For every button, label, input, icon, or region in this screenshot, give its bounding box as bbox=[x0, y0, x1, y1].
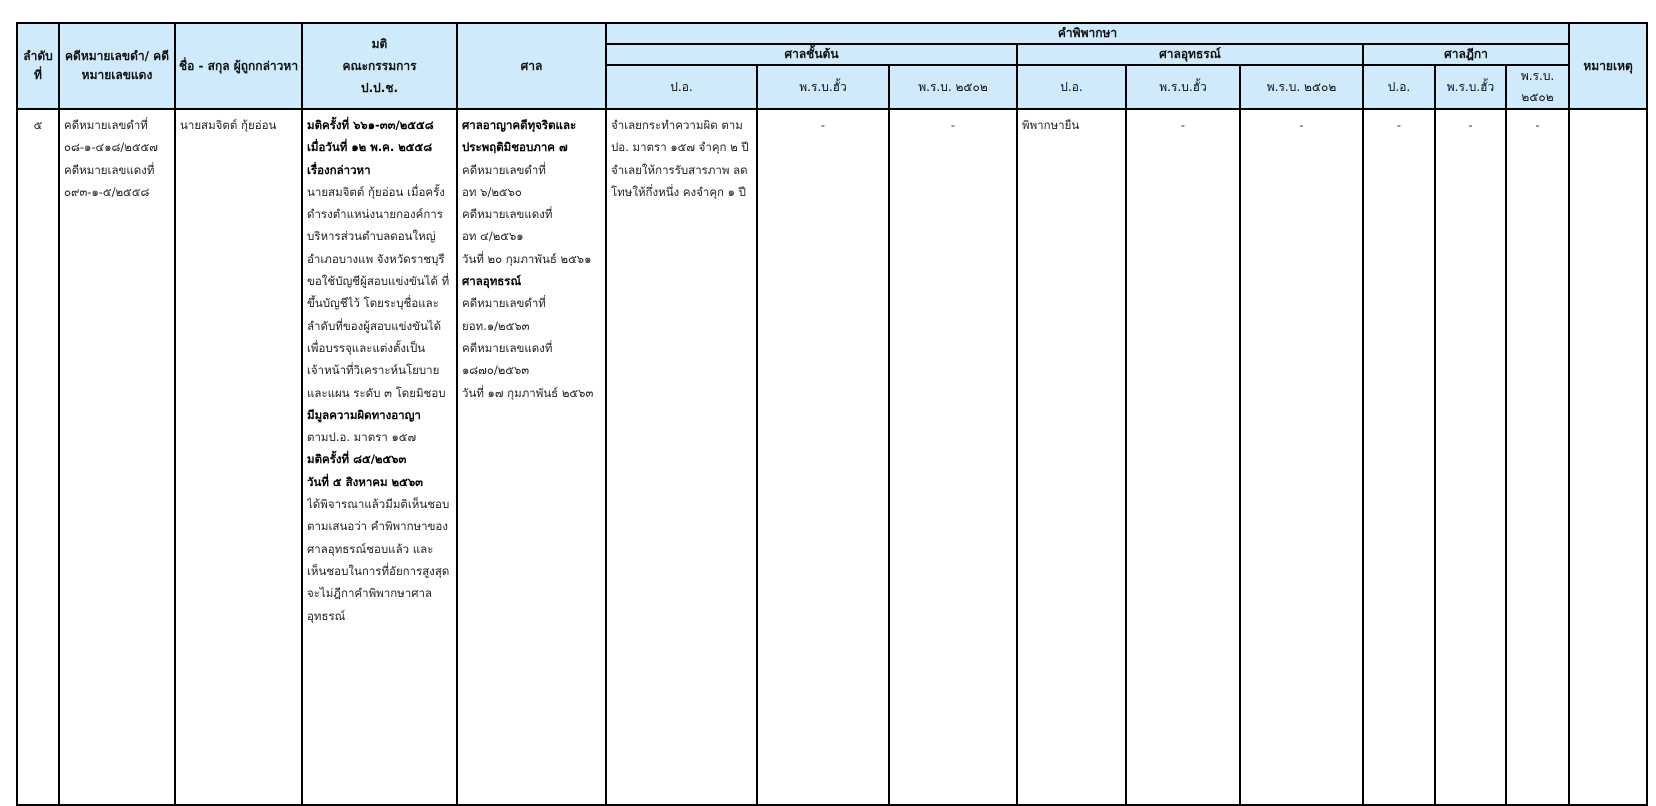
text-line: บริหารส่วนตำบลดอนใหญ่ bbox=[307, 229, 436, 244]
text-line: และแผน ระดับ ๓ โดยมิชอบ bbox=[307, 385, 446, 400]
header-remark: หมายเหตุ bbox=[1568, 22, 1649, 110]
text-line: ตามเสนอว่า คำพิพากษาของ bbox=[307, 519, 448, 534]
text-line: มติครั้งที่ ๘๕/๒๕๖๓ bbox=[307, 452, 407, 467]
value-text: - bbox=[1396, 118, 1402, 132]
text-line: มติครั้งที่ ๖๖๑-๓๓/๒๕๕๘ bbox=[307, 118, 434, 132]
header-sub-2502: พ.ร.บ. ๒๕๐๒ bbox=[1239, 64, 1364, 110]
text-line: จะไม่ฎีกาคำพิพากษาศาล bbox=[307, 586, 432, 601]
text-line: เจ้าหน้าที่วิเคราะห์นโยบาย bbox=[307, 363, 440, 378]
text-line: จำเลยกระทำความผิด ตาม bbox=[611, 118, 743, 132]
header-judgment: คำพิพากษา bbox=[604, 22, 1571, 45]
text-line: วันที่ ๕ สิงหาคม ๒๕๖๓ bbox=[307, 474, 424, 489]
header-appeal: ศาลอุทธรณ์ bbox=[1016, 43, 1364, 66]
header-sub-hua: พ.ร.บ.ฮั้ว bbox=[1125, 64, 1241, 110]
cell-first-instance-po: จำเลยกระทำความผิด ตามปอ. มาตรา ๑๕๗ จำคุก… bbox=[605, 108, 758, 806]
cell-appeal-2502: - bbox=[1239, 108, 1364, 806]
header-sub-2502: พ.ร.บ. ๒๕๐๒ bbox=[888, 64, 1018, 110]
text-line: ขึ้นบัญชีไว้ โดยระบุชื่อและ bbox=[307, 296, 439, 311]
header-sub-po: ป.อ. bbox=[1016, 64, 1127, 110]
text-line: คดีหมายเลขดำที่ bbox=[64, 118, 148, 132]
text-line: ลำดับที่ของผู้สอบแข่งขันได้ bbox=[307, 318, 442, 333]
text-line: ยอท.๑/๒๕๖๓ bbox=[462, 318, 530, 333]
text-line: เรื่องกล่าวหา bbox=[307, 162, 371, 177]
text-line: ๑๘๗๐/๒๕๖๓ bbox=[462, 363, 530, 378]
text-line: อำเภอบางแพ จังหวัดราชบุรี bbox=[307, 251, 445, 266]
header-court: ศาล bbox=[456, 22, 607, 110]
header-resolution-line: คณะกรรมการ bbox=[342, 58, 417, 73]
header-nacc-resolution: มติ คณะกรรมการ ป.ป.ช. bbox=[301, 22, 458, 110]
text-line: วันที่ ๑๗ กุมภาพันธ์ ๒๕๖๓ bbox=[462, 385, 594, 400]
value-text: พิพากษายืน bbox=[1022, 118, 1080, 132]
header-sub-2502: พ.ร.บ. ๒๕๐๒ bbox=[1504, 64, 1571, 110]
text-line: ได้พิจารณาแล้วมีมติเห็นชอบ bbox=[307, 497, 450, 512]
cell-seq: ๕ bbox=[16, 108, 60, 806]
text-line: เห็นชอบในการที่อัยการสูงสุด bbox=[307, 563, 450, 578]
table-row: ๕ คดีหมายเลขดำที่ ๐๘-๑-๔๑๘/๒๕๕๗ คดีหมายเลข… bbox=[16, 108, 1649, 806]
header-sub-po: ป.อ. bbox=[1362, 64, 1436, 110]
value-text: - bbox=[820, 118, 826, 132]
accused-name-text: นายสมจิตต์ กุ้ยอ่อน bbox=[180, 118, 277, 132]
text-line: คดีหมายเลขแดงที่ bbox=[64, 162, 155, 177]
value-text: - bbox=[950, 118, 956, 132]
header-supreme: ศาลฎีกา bbox=[1361, 43, 1571, 66]
text-line: อท ๔/๒๕๖๑ bbox=[462, 229, 524, 244]
header-first-instance: ศาลชั้นต้น bbox=[605, 43, 1018, 66]
cell-appeal-hua: - bbox=[1125, 108, 1241, 806]
text-line: ตามป.อ. มาตรา ๑๕๗ bbox=[307, 430, 417, 445]
header-case-number: คดีหมายเลขดำ/ คดีหมายเลขแดง bbox=[58, 22, 176, 110]
text-line: นายสมจิตต์ กุ้ยอ่อน เมื่อครั้ง bbox=[307, 184, 445, 199]
cell-first-instance-2502: - bbox=[888, 108, 1018, 806]
cell-remark bbox=[1568, 108, 1649, 806]
cell-supreme-po: - bbox=[1362, 108, 1436, 806]
text-line: อท ๖/๒๕๖๐ bbox=[462, 184, 522, 199]
text-line: ศาลอุทธรณ์ bbox=[462, 274, 522, 289]
case-table: ลำดับ ที่ คดีหมายเลขดำ/ คดีหมายเลขแดง ชื… bbox=[16, 22, 1649, 806]
cell-supreme-hua: - bbox=[1434, 108, 1507, 806]
text-line: ๐๘-๑-๔๑๘/๒๕๕๗ bbox=[64, 140, 158, 155]
header-sub-po: ป.อ. bbox=[605, 64, 758, 110]
text-line: ประพฤติมิชอบภาค ๗ bbox=[462, 140, 568, 155]
cell-first-instance-hua: - bbox=[756, 108, 890, 806]
seq-text: ๕ bbox=[33, 118, 43, 132]
text-line: เพื่อบรรจุและแต่งตั้งเป็น bbox=[307, 340, 426, 355]
text-line: ขอใช้บัญชีผู้สอบแข่งขันได้ ที่ bbox=[307, 274, 450, 289]
text-line: อุทธรณ์ bbox=[307, 608, 346, 623]
text-line: คดีหมายเลขดำที่ bbox=[462, 296, 546, 311]
text-line: เมื่อวันที่ ๑๒ พ.ค. ๒๕๕๘ bbox=[307, 140, 433, 155]
value-text: - bbox=[1299, 118, 1304, 132]
value-text: - bbox=[1535, 118, 1540, 132]
text-line: ๐๙๓-๑-๕/๒๕๕๘ bbox=[64, 184, 150, 199]
cell-accused-name: นายสมจิตต์ กุ้ยอ่อน bbox=[174, 108, 303, 806]
text-line: คดีหมายเลขดำที่ bbox=[462, 162, 546, 177]
header-seq: ลำดับ ที่ bbox=[16, 22, 60, 110]
text-line: ศาลอุทธรณ์ชอบแล้ว และ bbox=[307, 541, 434, 556]
text-line: โทษให้กึ่งหนึ่ง คงจำคุก ๑ ปี bbox=[611, 184, 746, 199]
header-resolution-line: มติ bbox=[371, 36, 388, 51]
text-line: คดีหมายเลขแดงที่ bbox=[462, 207, 553, 222]
cell-nacc-resolution: มติครั้งที่ ๖๖๑-๓๓/๒๕๕๘เมื่อวันที่ ๑๒ พ.… bbox=[301, 108, 458, 806]
text-line: จำเลยให้การรับสารภาพ ลด bbox=[611, 162, 748, 177]
text-line: มีมูลความผิดทางอาญา bbox=[307, 407, 421, 422]
value-text: - bbox=[1468, 118, 1473, 132]
cell-appeal-po: พิพากษายืน bbox=[1016, 108, 1127, 806]
header-resolution-line: ป.ป.ช. bbox=[360, 81, 399, 96]
header-sub-hua: พ.ร.บ.ฮั้ว bbox=[1434, 64, 1507, 110]
text-line: วันที่ ๒๐ กุมภาพันธ์ ๒๕๖๑ bbox=[462, 251, 592, 266]
cell-court: ศาลอาญาคดีทุจริตและประพฤติมิชอบภาค ๗คดีห… bbox=[456, 108, 607, 806]
text-line: คดีหมายเลขแดงที่ bbox=[462, 340, 553, 355]
header-accused-name: ชื่อ - สกุล ผู้ถูกกล่าวหา bbox=[174, 22, 303, 110]
text-line: ปอ. มาตรา ๑๕๗ จำคุก ๒ ปี bbox=[611, 140, 749, 155]
text-line: ศาลอาญาคดีทุจริตและ bbox=[462, 118, 577, 132]
cell-supreme-2502: - bbox=[1504, 108, 1571, 806]
text-line: ดำรงตำแหน่งนายกองค์การ bbox=[307, 207, 443, 222]
value-text: - bbox=[1180, 118, 1186, 132]
header-sub-hua: พ.ร.บ.ฮั้ว bbox=[756, 64, 890, 110]
cell-case-number: คดีหมายเลขดำที่๐๘-๑-๔๑๘/๒๕๕๗คดีหมายเลขแด… bbox=[58, 108, 176, 806]
